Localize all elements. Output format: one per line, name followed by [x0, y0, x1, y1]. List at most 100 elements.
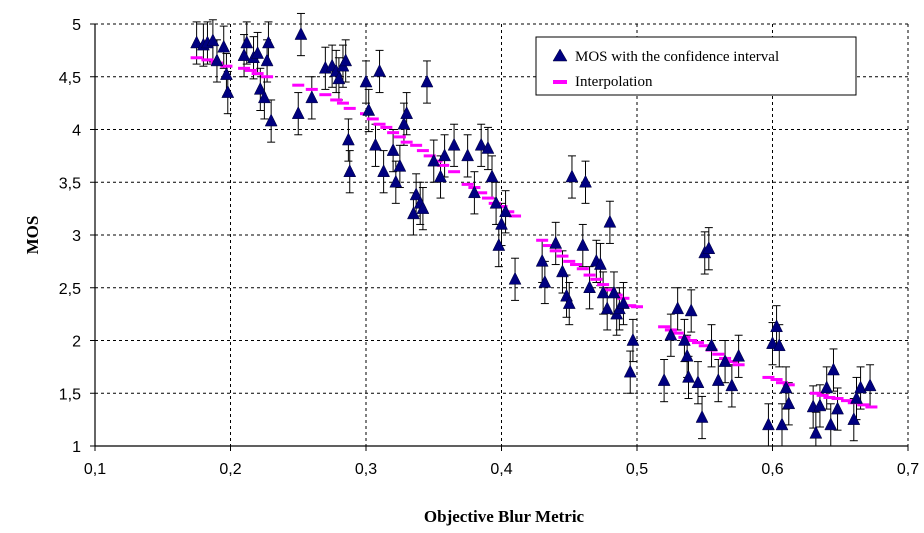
data-point	[705, 338, 718, 352]
data-point	[492, 237, 506, 251]
data-point	[416, 201, 430, 214]
y-tick-label: 4,5	[59, 70, 81, 87]
data-point	[863, 378, 877, 392]
data-point	[409, 187, 423, 201]
data-point	[854, 380, 867, 394]
legend-label-mos: MOS with the confidence interval	[575, 49, 779, 65]
data-point	[262, 35, 275, 49]
data-point	[732, 348, 746, 362]
x-tick-label: 0,5	[626, 461, 648, 478]
data-point	[671, 301, 685, 315]
data-point	[210, 53, 224, 67]
data-point	[695, 409, 709, 423]
data-point	[474, 137, 488, 151]
data-point	[190, 35, 204, 49]
data-point	[240, 35, 254, 49]
data-point	[549, 235, 563, 249]
data-point	[809, 425, 823, 439]
data-point	[294, 26, 308, 40]
data-point	[538, 274, 552, 288]
data-point	[257, 90, 271, 104]
x-axis-title: Objective Blur Metric	[424, 507, 585, 526]
data-point	[617, 296, 630, 309]
y-tick-label: 3,5	[59, 175, 81, 192]
data-point	[489, 195, 503, 209]
y-tick-label: 1,5	[59, 386, 81, 403]
data-point	[607, 285, 621, 299]
data-point	[386, 143, 400, 156]
data-point	[400, 106, 414, 119]
y-tick-label: 1	[72, 439, 81, 456]
data-point	[291, 106, 305, 119]
data-point	[576, 237, 590, 251]
data-point	[499, 204, 512, 218]
data-point	[766, 336, 779, 349]
y-tick-label: 2	[72, 334, 81, 351]
data-point	[779, 380, 793, 394]
data-point	[221, 85, 235, 98]
data-point	[691, 375, 705, 388]
data-point	[438, 148, 451, 162]
data-point	[827, 362, 840, 376]
data-point	[623, 364, 637, 378]
data-point	[813, 398, 827, 412]
data-point	[332, 71, 346, 85]
data-point	[603, 214, 617, 228]
data-point	[447, 137, 461, 151]
data-point	[495, 216, 508, 230]
data-point	[359, 74, 373, 88]
data-point	[373, 63, 386, 77]
data-point	[626, 332, 640, 346]
data-point	[562, 296, 576, 309]
data-point	[339, 53, 353, 67]
data-point	[362, 102, 376, 116]
legend: MOS with the confidence interval Interpo…	[535, 36, 857, 96]
data-point	[407, 206, 420, 220]
x-tick-label: 0,7	[897, 461, 919, 478]
data-point	[467, 185, 481, 199]
data-point	[684, 303, 698, 317]
x-tick-label: 0,4	[490, 461, 512, 478]
data-point	[217, 39, 231, 53]
data-point	[770, 319, 783, 333]
data-point	[253, 81, 267, 95]
data-point	[579, 174, 592, 188]
data-point	[680, 348, 694, 362]
data-point	[264, 113, 278, 127]
data-point	[481, 140, 495, 154]
interpolation-series	[190, 56, 878, 409]
x-tick-label: 0,2	[219, 461, 241, 478]
data-point	[377, 164, 391, 177]
data-point	[762, 417, 775, 431]
y-tick-label: 2,5	[59, 281, 81, 298]
data-point	[305, 90, 319, 104]
legend-box	[535, 36, 857, 96]
data-point	[600, 301, 614, 315]
x-tick-label: 0,6	[761, 461, 783, 478]
mos-series	[190, 26, 877, 439]
data-point	[420, 74, 434, 88]
data-point	[535, 253, 549, 267]
data-point	[237, 48, 251, 61]
data-point	[782, 396, 796, 410]
data-point	[702, 241, 716, 254]
data-point	[565, 169, 579, 183]
data-point	[711, 373, 725, 386]
data-point	[251, 45, 265, 59]
data-point	[427, 153, 441, 167]
legend-label-interpolation: Interpolation	[575, 74, 653, 90]
x-tick-label: 0,3	[355, 461, 377, 478]
data-point	[664, 327, 678, 341]
data-point	[831, 401, 844, 415]
y-tick-label: 5	[72, 17, 81, 34]
data-point	[461, 148, 475, 162]
data-point	[824, 417, 838, 431]
data-point	[657, 373, 671, 386]
data-point	[260, 53, 274, 67]
data-point	[850, 390, 863, 404]
data-point	[847, 412, 861, 425]
data-point	[725, 378, 739, 392]
data-point	[775, 417, 789, 431]
data-point	[397, 116, 411, 130]
